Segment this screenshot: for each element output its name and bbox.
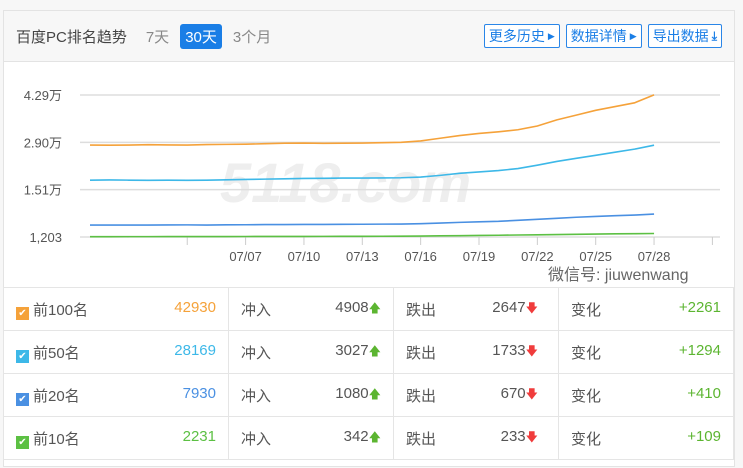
out-value: 233 (500, 427, 526, 445)
row-label-cell[interactable]: ✔ 前100名 42930 (3, 287, 229, 331)
row-label: 前100名 (33, 301, 89, 319)
caret-right-icon: ▶ (547, 30, 555, 41)
in-cell: 冲入 3027🡅 (228, 330, 394, 374)
y-tick-label: 2.90万 (24, 135, 62, 150)
row-label-cell[interactable]: ✔ 前20名 7930 (3, 373, 229, 417)
watermark-text: 微信号: jiuwenwang (548, 267, 689, 284)
range-30d[interactable]: 30天 (180, 23, 222, 49)
change-value: +410 (687, 384, 721, 402)
card-title: 百度PC排名趋势 (16, 28, 127, 46)
arrow-up-icon: 🡅 (368, 300, 381, 315)
x-tick-label: 07/13 (346, 249, 379, 264)
export-data-label: 导出数据 (652, 28, 709, 44)
change-cell: 变化 +410 (558, 373, 734, 417)
change-label: 变化 (571, 344, 602, 362)
in-value: 342 (343, 427, 369, 445)
y-tick-label: 1.51万 (24, 183, 62, 198)
out-label: 跌出 (406, 344, 437, 362)
out-label: 跌出 (406, 301, 437, 319)
change-label: 变化 (571, 301, 602, 319)
in-cell: 冲入 1080🡅 (228, 373, 394, 417)
out-cell: 跌出 670🡇 (393, 373, 559, 417)
table-row: ✔ 前10名 2231 冲入 342🡅 跌出 233🡇 变化 +109 (3, 416, 734, 460)
x-tick-label: 07/25 (579, 249, 612, 264)
x-tick-label: 07/07 (229, 249, 262, 264)
x-tick-label: 07/22 (521, 249, 554, 264)
arrow-down-icon: 🡇 (525, 429, 538, 444)
arrow-up-icon: 🡅 (368, 386, 381, 401)
in-label: 冲入 (241, 430, 272, 448)
table-row: ✔ 前20名 7930 冲入 1080🡅 跌出 670🡇 变化 +410 (3, 373, 734, 417)
change-label: 变化 (571, 387, 602, 405)
out-value: 2647 (492, 298, 526, 316)
in-label: 冲入 (241, 301, 272, 319)
caret-right-icon: ▶ (629, 30, 637, 41)
ranking-table: ✔ 前100名 42930 冲入 4908🡅 跌出 2647🡇 变化 +2261 ✔ 前50名… (3, 287, 734, 460)
more-history-button[interactable]: 更多历史 ▶ (483, 24, 560, 48)
x-tick-label: 07/28 (638, 249, 671, 264)
series-line-1 (89, 144, 655, 182)
card-header: 百度PC排名趋势 7天 30天 3个月 更多历史 ▶ 数据详情 ▶ 导出数据 ⤓ (4, 11, 734, 62)
in-value: 3027 (335, 341, 369, 359)
checkbox-checked-icon[interactable]: ✔ (16, 392, 29, 406)
checkbox-checked-icon[interactable]: ✔ (16, 435, 29, 449)
checkbox-checked-icon[interactable]: ✔ (16, 349, 29, 363)
out-value: 1733 (492, 341, 526, 359)
in-value: 1080 (335, 384, 369, 402)
arrow-down-icon: 🡇 (525, 343, 538, 358)
in-cell: 冲入 4908🡅 (228, 287, 394, 331)
y-tick-label: 4.29万 (24, 88, 62, 103)
row-label-cell[interactable]: ✔ 前10名 2231 (3, 416, 229, 460)
in-cell: 冲入 342🡅 (228, 416, 394, 460)
arrow-up-icon: 🡅 (368, 429, 381, 444)
row-label: 前50名 (33, 344, 80, 362)
out-label: 跌出 (406, 430, 437, 448)
x-tick-label: 07/16 (404, 249, 437, 264)
x-tick-label: 07/19 (463, 249, 496, 264)
row-total: 7930 (182, 384, 216, 402)
change-value: +1294 (678, 341, 721, 359)
row-label: 前20名 (33, 387, 80, 405)
more-history-label: 更多历史 (488, 28, 545, 44)
change-cell: 变化 +109 (558, 416, 734, 460)
out-label: 跌出 (406, 387, 437, 405)
arrow-down-icon: 🡇 (525, 300, 538, 315)
table-row: ✔ 前100名 42930 冲入 4908🡅 跌出 2647🡇 变化 +2261 (3, 287, 734, 331)
checkbox-checked-icon[interactable]: ✔ (16, 306, 29, 320)
x-tick-label: 07/10 (288, 249, 321, 264)
row-total: 2231 (182, 427, 216, 445)
change-value: +109 (687, 427, 721, 445)
in-label: 冲入 (241, 387, 272, 405)
change-cell: 变化 +1294 (558, 330, 734, 374)
out-cell: 跌出 1733🡇 (393, 330, 559, 374)
data-details-label: 数据详情 (570, 28, 627, 44)
arrow-up-icon: 🡅 (368, 343, 381, 358)
out-cell: 跌出 2647🡇 (393, 287, 559, 331)
series-line-0 (89, 94, 655, 147)
row-label-cell[interactable]: ✔ 前50名 28169 (3, 330, 229, 374)
out-cell: 跌出 233🡇 (393, 416, 559, 460)
row-label: 前10名 (33, 430, 80, 448)
in-label: 冲入 (241, 344, 272, 362)
series-line-2 (90, 213, 655, 226)
y-tick-label: 1,203 (29, 230, 62, 245)
row-total: 42930 (174, 298, 216, 316)
range-7d[interactable]: 7天 (145, 28, 170, 46)
out-value: 670 (500, 384, 526, 402)
export-data-button[interactable]: 导出数据 ⤓ (647, 24, 722, 48)
in-value: 4908 (335, 298, 369, 316)
trend-chart: 4.29万 2.90万 1.51万 1,203 07/07 07/10 07/13 07/16… (24, 88, 720, 264)
change-cell: 变化 +2261 (558, 287, 734, 331)
table-row: ✔ 前50名 28169 冲入 3027🡅 跌出 1733🡇 变化 +1294 (3, 330, 734, 374)
series-line-3 (90, 232, 655, 238)
range-3m[interactable]: 3个月 (232, 28, 272, 46)
row-total: 28169 (174, 341, 216, 359)
watermark-logo: 5118.com (220, 151, 472, 214)
change-label: 变化 (571, 430, 602, 448)
arrow-down-icon: 🡇 (525, 386, 538, 401)
download-icon: ⤓ (711, 28, 717, 43)
data-details-button[interactable]: 数据详情 ▶ (565, 24, 642, 48)
change-value: +2261 (678, 298, 721, 316)
